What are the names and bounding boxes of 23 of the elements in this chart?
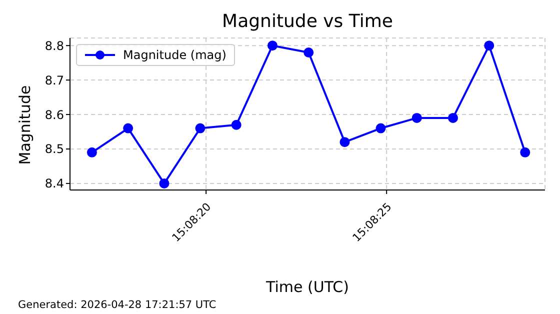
point (195, 123, 206, 134)
point (159, 178, 170, 188)
y-tick-label: 8.8 (44, 38, 64, 53)
point (448, 112, 458, 123)
point (304, 47, 314, 58)
y-tick-label: 8.6 (44, 108, 64, 122)
point (484, 40, 494, 51)
y-tick-label: 8.4 (44, 176, 64, 191)
y-tick-label: 8.7 (44, 73, 64, 88)
legend-label: Magnitude (mag) (123, 48, 226, 62)
point (86, 147, 97, 158)
chart-title: Magnitude vs Time (221, 11, 394, 32)
point (412, 112, 422, 123)
point (267, 40, 278, 51)
point (123, 123, 134, 134)
y-tick-label: 8.5 (44, 142, 64, 156)
y-axis-title: Magnitude (16, 85, 34, 165)
point (520, 147, 530, 158)
text: Generated: 2026-04-28 17:21:57 UTC (18, 299, 216, 311)
point (376, 123, 386, 134)
point (231, 120, 242, 130)
x-axis-title: Time (UTC) (265, 278, 350, 296)
point (340, 137, 350, 148)
